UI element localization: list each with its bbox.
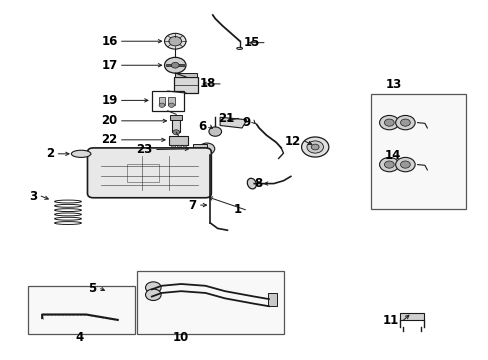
Bar	[170, 145, 174, 147]
Text: 10: 10	[173, 331, 189, 344]
Polygon shape	[220, 117, 246, 128]
Text: 6: 6	[198, 121, 206, 134]
Text: 12: 12	[284, 135, 301, 148]
Text: 19: 19	[101, 94, 118, 107]
Text: 18: 18	[200, 77, 216, 90]
Text: 7: 7	[188, 199, 196, 212]
Bar	[168, 96, 175, 105]
Bar	[193, 144, 206, 153]
Ellipse shape	[247, 178, 256, 189]
Circle shape	[164, 33, 185, 49]
Circle shape	[168, 37, 181, 46]
Text: 8: 8	[254, 177, 262, 190]
Text: 21: 21	[218, 112, 234, 125]
Text: 1: 1	[233, 203, 241, 216]
Text: 17: 17	[102, 59, 118, 72]
Circle shape	[379, 157, 398, 172]
Text: 13: 13	[385, 78, 401, 91]
Text: 9: 9	[242, 116, 250, 129]
Circle shape	[395, 116, 414, 130]
Circle shape	[171, 62, 179, 68]
Text: 15: 15	[243, 36, 260, 49]
Circle shape	[395, 157, 414, 172]
Bar	[173, 77, 198, 93]
Bar	[399, 313, 423, 320]
Text: 3: 3	[29, 190, 37, 203]
Circle shape	[400, 161, 409, 168]
Circle shape	[384, 161, 393, 168]
Circle shape	[145, 282, 161, 293]
Circle shape	[379, 116, 398, 130]
Bar	[267, 293, 276, 306]
Text: 4: 4	[75, 331, 83, 344]
Bar	[168, 136, 188, 145]
Circle shape	[384, 119, 393, 126]
Text: 22: 22	[102, 133, 118, 146]
Text: 2: 2	[46, 147, 54, 160]
Circle shape	[306, 141, 323, 153]
Circle shape	[159, 103, 164, 107]
Bar	[176, 145, 180, 147]
Circle shape	[208, 127, 221, 136]
Text: 11: 11	[382, 314, 398, 327]
Text: 23: 23	[136, 143, 153, 156]
Bar	[127, 164, 159, 182]
Text: 20: 20	[102, 114, 118, 127]
Bar	[158, 96, 165, 105]
Circle shape	[311, 144, 319, 150]
Circle shape	[172, 130, 179, 135]
Text: 16: 16	[101, 35, 118, 48]
Bar	[170, 116, 182, 120]
Circle shape	[301, 137, 328, 157]
Bar	[137, 271, 283, 334]
Bar	[166, 64, 183, 66]
Bar	[172, 118, 180, 132]
FancyBboxPatch shape	[87, 148, 211, 198]
Bar	[370, 94, 466, 209]
Text: 14: 14	[385, 149, 401, 162]
Bar	[27, 286, 135, 334]
Circle shape	[199, 143, 214, 154]
Circle shape	[164, 57, 185, 73]
Bar	[182, 145, 186, 147]
Bar	[152, 91, 183, 111]
Ellipse shape	[236, 47, 242, 49]
Bar	[175, 73, 196, 77]
Circle shape	[400, 119, 409, 126]
Text: 5: 5	[88, 282, 97, 295]
Circle shape	[168, 103, 174, 107]
Circle shape	[145, 289, 161, 301]
Ellipse shape	[71, 150, 91, 157]
